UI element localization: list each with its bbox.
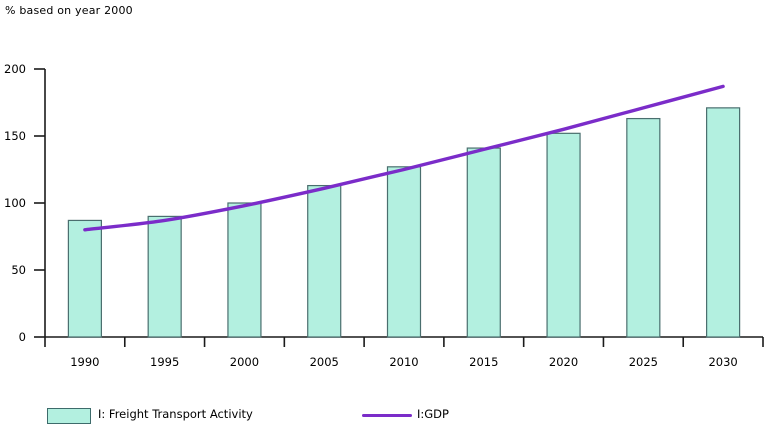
legend-bar-label: I: Freight Transport Activity [98,407,253,421]
x-tick-label: 2010 [389,355,418,369]
x-tick-label: 1995 [150,355,179,369]
freight-bar [227,202,262,338]
freight-bar [546,132,581,338]
x-tick-label: 2030 [708,355,737,369]
y-tick-label: 200 [4,62,26,76]
freight-bar [706,107,741,338]
x-tick-label: 2020 [549,355,578,369]
x-tick-label: 2000 [230,355,259,369]
y-tick-label: 100 [4,196,26,210]
legend-line-label: I:GDP [417,407,449,421]
freight-bar [147,215,182,338]
gdp-line [83,84,725,232]
legend-bar-swatch [47,408,91,424]
y-tick-label: 50 [11,263,26,277]
chart-plot: 0 50 100 150 200 1990 1995 2000 2005 2010 2015 2020… [4,62,764,369]
y-tick-label: 0 [19,330,26,344]
freight-bar [67,219,102,338]
chart-legend: I: Freight Transport Activity I:GDP [0,400,768,426]
freight-bar [386,166,422,338]
x-tick-label: 1990 [70,355,99,369]
legend-line-swatch [362,414,412,417]
x-tick-label: 2015 [469,355,498,369]
x-tick-label: 2005 [310,355,339,369]
freight-bar [626,117,661,338]
x-tick-label: 2025 [629,355,658,369]
freight-bar [307,184,342,338]
chart-title: % based on year 2000 [5,4,133,17]
y-tick-label: 150 [4,129,26,143]
freight-bar [466,147,501,338]
